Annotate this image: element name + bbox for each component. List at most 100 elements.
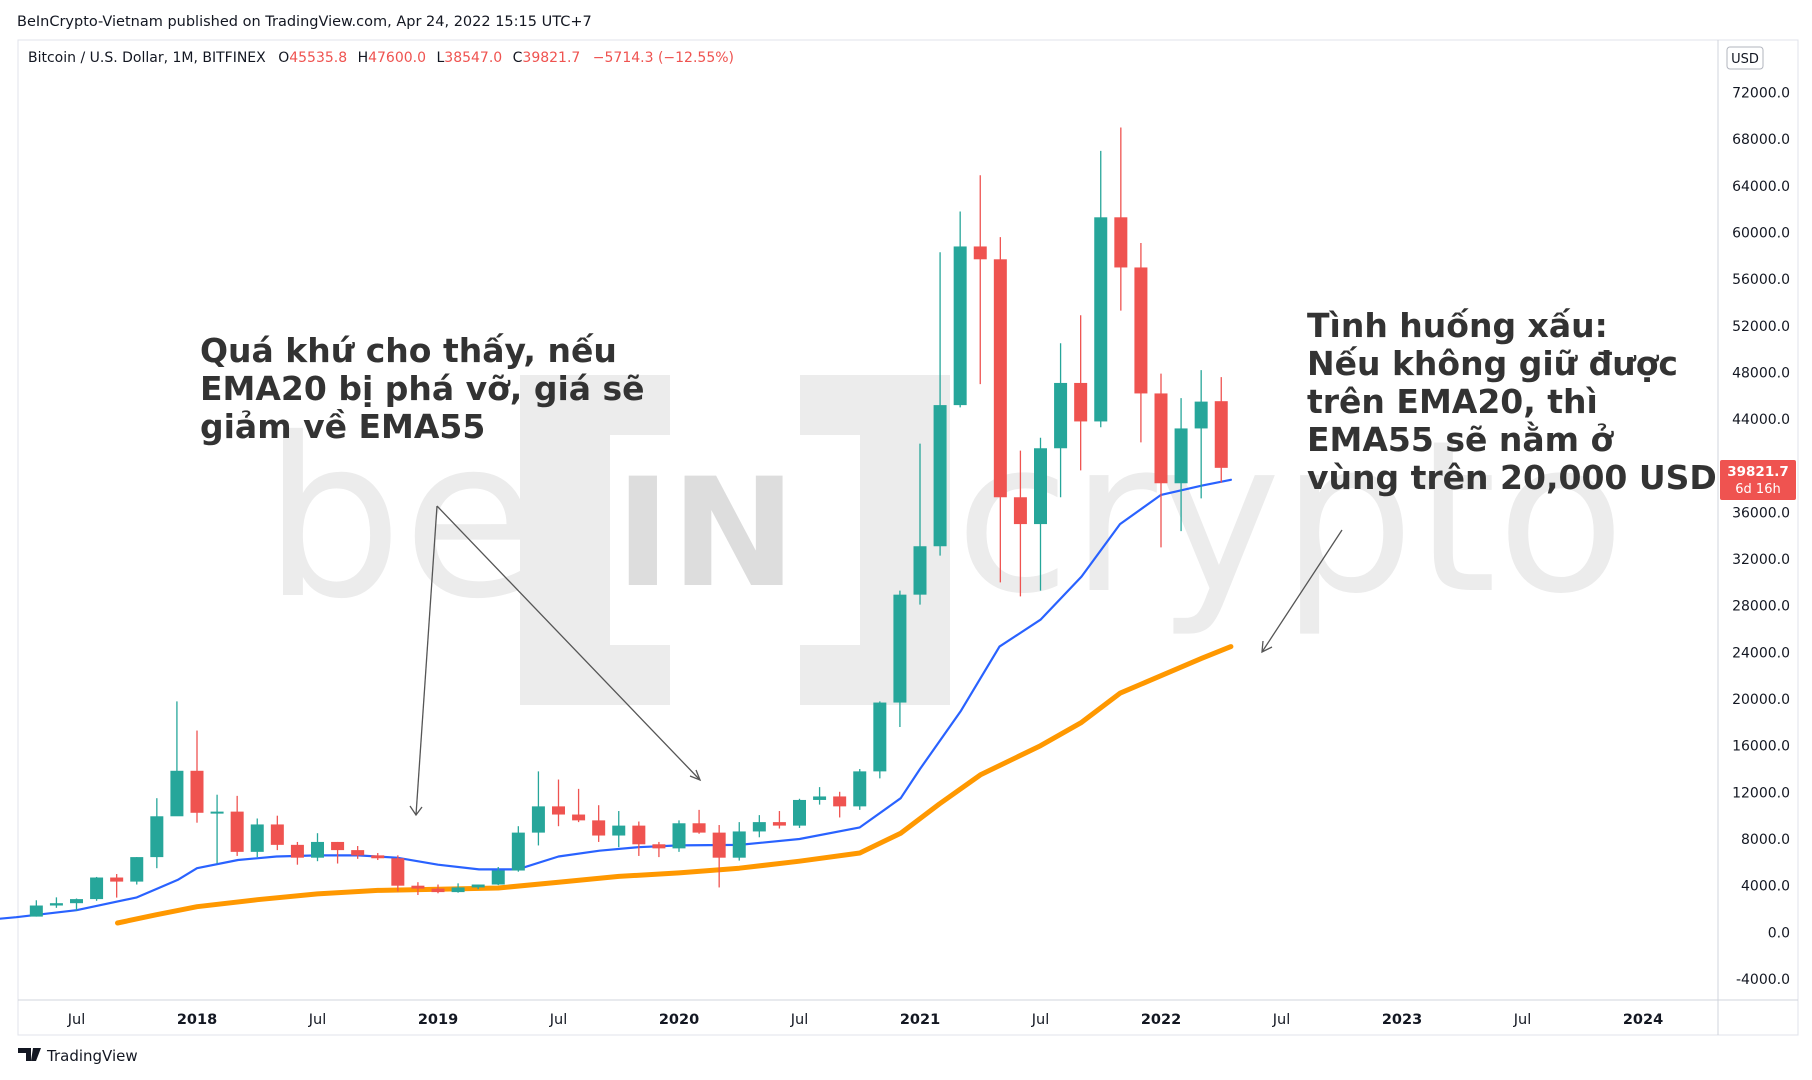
y-tick-label: 12000.0 — [1732, 785, 1790, 801]
y-tick-label: 64000.0 — [1732, 179, 1790, 195]
candle — [1094, 150, 1108, 428]
candle-body — [672, 823, 686, 849]
candle — [1154, 373, 1168, 548]
y-tick-label: 8000.0 — [1741, 832, 1790, 848]
candle — [993, 237, 1007, 583]
x-tick-label: 2019 — [418, 1012, 458, 1028]
candle — [351, 846, 365, 859]
candle — [572, 788, 586, 823]
candle-body — [190, 770, 204, 813]
currency-badge[interactable]: USD — [1731, 52, 1759, 67]
candle-body — [1194, 401, 1208, 429]
candle-body — [1114, 217, 1128, 268]
symbol-legend: Bitcoin / U.S. Dollar, 1M, BITFINEX O455… — [28, 50, 734, 66]
open-label: O — [278, 50, 289, 66]
candle-body — [1094, 217, 1108, 422]
tradingview-logo[interactable]: TradingView — [18, 1047, 138, 1065]
candle — [150, 798, 164, 869]
candle-body — [110, 877, 124, 882]
y-tick-label: 20000.0 — [1732, 692, 1790, 708]
candle-body — [90, 877, 104, 900]
y-tick-label: 44000.0 — [1732, 412, 1790, 428]
candle — [49, 897, 63, 908]
candle — [752, 815, 766, 838]
candle — [712, 825, 726, 888]
candle — [210, 794, 224, 864]
currency-badge-box[interactable] — [1726, 46, 1764, 70]
candle — [311, 833, 324, 862]
low-value: 38547.0 — [444, 50, 502, 66]
candle — [1174, 398, 1188, 532]
candle-body — [1013, 497, 1027, 525]
y-tick-label: 24000.0 — [1732, 645, 1790, 661]
candle — [230, 795, 244, 856]
candle-body — [732, 831, 746, 858]
last-price-tag: 39821.7 6d 16h — [1720, 460, 1796, 500]
candle-body — [793, 799, 806, 826]
candle — [431, 884, 445, 894]
annotation-right-line-4: EMA55 sẽ nằm ở — [1307, 420, 1614, 459]
x-tick-label: 2020 — [659, 1012, 699, 1028]
high-label: H — [358, 50, 369, 66]
candle — [612, 811, 626, 848]
candle-body — [49, 903, 63, 906]
candle-body — [632, 825, 646, 845]
x-tick-label: 2021 — [900, 1012, 940, 1028]
candle-body — [552, 806, 565, 815]
candle-body — [752, 822, 766, 832]
price-axis[interactable]: 72000.0 68000.0 64000.0 60000.0 56000.0 52000… — [1732, 85, 1790, 988]
time-axis[interactable]: Jul 2018 Jul 2019 Jul 2020 Jul 2021 Jul 2022 Jul 20… — [67, 1012, 1663, 1028]
candle-body — [471, 884, 485, 888]
annotation-left-line-2: EMA20 bị phá vỡ, giá sẽ — [200, 369, 645, 408]
candle — [1214, 377, 1228, 483]
candle — [451, 883, 465, 893]
close-value: 39821.7 — [522, 50, 580, 66]
x-tick-label: Jul — [790, 1012, 809, 1028]
low-label: L — [436, 50, 444, 66]
candle-body — [612, 825, 626, 836]
candle — [70, 898, 83, 911]
candle — [933, 252, 947, 556]
candle-body — [692, 823, 706, 833]
candle — [270, 815, 284, 851]
candle-body — [270, 824, 284, 845]
candle-body — [1214, 401, 1228, 468]
candle — [853, 769, 867, 810]
candle — [813, 787, 827, 805]
y-tick-label: 16000.0 — [1732, 739, 1790, 755]
candle — [1194, 370, 1208, 499]
candle-body — [150, 816, 164, 858]
x-tick-label: Jul — [1031, 1012, 1050, 1028]
x-tick-label: 2023 — [1382, 1012, 1422, 1028]
candle — [632, 821, 646, 856]
ema55-series — [115, 644, 1234, 926]
watermark: be IN crypto — [263, 375, 1625, 705]
ema20-line — [0, 478, 1233, 920]
arrow-head-1 — [409, 805, 423, 817]
candle — [491, 867, 505, 886]
ema20-series — [0, 478, 1233, 920]
candle — [250, 818, 264, 858]
y-tick-label: 68000.0 — [1732, 132, 1790, 148]
candle-body — [431, 888, 445, 893]
candle-body — [1074, 382, 1088, 422]
candle-body — [170, 770, 184, 817]
annotation-right: Tình huống xấu: Nếu không giữ được trên … — [1307, 306, 1717, 497]
arrow-line-2 — [436, 505, 701, 781]
arrow-head-3 — [1261, 640, 1273, 654]
candle — [130, 857, 144, 885]
candle-body — [351, 850, 365, 856]
candle-body — [973, 246, 987, 260]
candle-body — [893, 594, 907, 703]
candle — [511, 826, 525, 872]
y-tick-label: 28000.0 — [1732, 599, 1790, 615]
y-tick-label: 0.0 — [1768, 925, 1790, 941]
y-tick-label: 56000.0 — [1732, 272, 1790, 288]
candle-body — [813, 796, 827, 800]
candle — [692, 809, 706, 834]
close-label: C — [513, 50, 523, 66]
y-tick-label: 4000.0 — [1741, 879, 1790, 895]
candle — [732, 822, 746, 861]
candle-body — [933, 405, 947, 547]
